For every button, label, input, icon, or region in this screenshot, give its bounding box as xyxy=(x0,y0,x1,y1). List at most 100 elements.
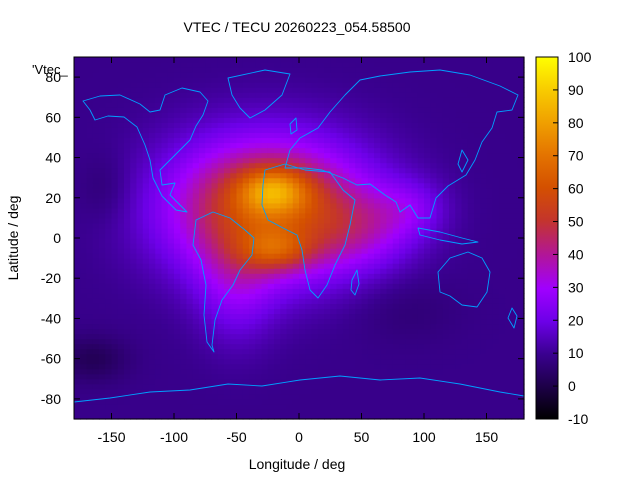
heat-cell xyxy=(261,323,269,330)
heat-cell xyxy=(374,67,381,73)
heat-cell xyxy=(292,142,300,149)
heat-cell xyxy=(492,122,500,128)
heat-cell xyxy=(192,383,200,390)
heat-cell xyxy=(367,62,375,68)
heat-cell xyxy=(142,187,150,194)
heat-cell xyxy=(117,303,125,309)
heat-cell xyxy=(174,92,181,98)
heat-cell xyxy=(280,67,288,73)
heat-cell xyxy=(92,232,100,239)
heat-cell xyxy=(280,353,288,360)
heat-cell xyxy=(255,182,263,189)
heat-cell xyxy=(399,127,406,134)
heat-cell xyxy=(367,87,375,93)
heat-cell xyxy=(349,57,356,63)
heat-cell xyxy=(342,348,350,355)
heat-cell xyxy=(242,378,250,385)
heat-cell xyxy=(130,57,138,63)
heat-cell xyxy=(161,122,169,128)
heat-cell xyxy=(149,338,156,345)
heat-cell xyxy=(430,97,438,103)
heat-cell xyxy=(405,348,413,355)
heat-cell xyxy=(380,253,388,259)
heat-cell xyxy=(455,248,463,254)
heat-cell xyxy=(199,303,206,309)
heat-cell xyxy=(324,107,331,113)
heat-cell xyxy=(236,72,244,78)
heat-cell xyxy=(92,278,100,284)
heat-cell xyxy=(161,293,169,299)
heat-cell xyxy=(167,197,175,204)
heat-cell xyxy=(136,388,144,395)
heat-cell xyxy=(286,177,294,184)
heat-cell xyxy=(211,303,219,309)
heat-cell xyxy=(111,187,119,194)
heat-cell xyxy=(436,298,444,304)
heat-cell xyxy=(211,172,219,179)
heat-cell xyxy=(374,258,381,264)
heat-cell xyxy=(386,353,394,360)
heat-cell xyxy=(211,57,219,63)
heat-cell xyxy=(367,67,375,73)
heat-cell xyxy=(192,368,200,375)
heat-cell xyxy=(249,57,256,63)
heat-cell xyxy=(224,177,231,184)
heat-cell xyxy=(367,243,375,249)
heat-cell xyxy=(80,182,88,189)
heat-cell xyxy=(124,112,131,118)
heat-cell xyxy=(205,378,213,385)
heat-cell xyxy=(455,413,463,420)
heat-cell xyxy=(436,207,444,214)
heat-cell xyxy=(392,202,400,209)
heat-cell xyxy=(461,298,469,304)
heat-cell xyxy=(99,378,106,385)
heat-cell xyxy=(486,82,494,88)
heat-cell xyxy=(442,383,450,390)
heat-cell xyxy=(274,57,281,63)
heat-cell xyxy=(461,182,469,189)
heat-cell xyxy=(130,398,138,405)
heat-cell xyxy=(486,167,494,174)
heat-cell xyxy=(180,353,188,360)
heat-cell xyxy=(399,77,406,83)
heat-cell xyxy=(80,162,88,169)
heat-cell xyxy=(274,328,281,335)
heat-cell xyxy=(349,243,356,249)
heat-cell xyxy=(267,232,275,239)
heat-cell xyxy=(92,77,100,83)
heat-cell xyxy=(342,192,350,199)
heat-cell xyxy=(380,207,388,214)
heat-cell xyxy=(80,303,88,309)
heat-cell xyxy=(280,112,288,118)
heat-cell xyxy=(86,253,94,259)
heat-cell xyxy=(192,258,200,264)
heat-cell xyxy=(367,117,375,123)
heat-cell xyxy=(349,318,356,325)
heat-cell xyxy=(217,278,225,284)
heat-cell xyxy=(74,358,81,365)
heat-cell xyxy=(274,373,281,380)
heat-cell xyxy=(199,288,206,294)
heat-cell xyxy=(374,112,381,118)
heat-cell xyxy=(111,383,119,390)
heat-cell xyxy=(367,248,375,254)
heat-cell xyxy=(342,127,350,134)
heat-cell xyxy=(199,67,206,73)
heat-cell xyxy=(149,142,156,149)
heat-cell xyxy=(117,212,125,219)
heat-cell xyxy=(386,192,394,199)
heat-cell xyxy=(361,117,369,123)
heat-cell xyxy=(161,383,169,390)
heat-cell xyxy=(74,127,81,134)
heat-cell xyxy=(217,72,225,78)
heat-cell xyxy=(267,353,275,360)
heat-cell xyxy=(367,253,375,259)
heat-cell xyxy=(286,152,294,159)
heat-cell xyxy=(355,328,363,335)
heat-cell xyxy=(305,112,313,118)
heat-cell xyxy=(380,268,388,274)
heat-cell xyxy=(374,172,381,179)
heat-cell xyxy=(361,222,369,229)
heat-cell xyxy=(399,227,406,234)
heat-cell xyxy=(330,313,338,320)
